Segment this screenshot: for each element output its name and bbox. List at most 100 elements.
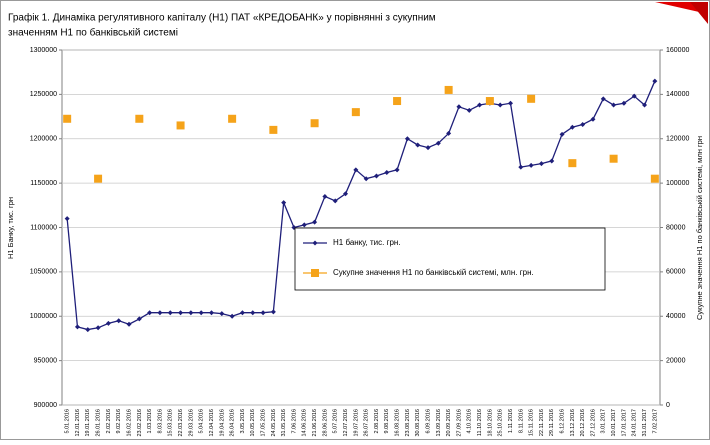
series-line (66, 80, 656, 331)
point-marker (281, 200, 287, 206)
corner-decoration (690, 2, 708, 24)
point-marker (444, 85, 453, 94)
y2-tick-label: 0 (666, 402, 670, 409)
point-marker (621, 100, 627, 106)
point-marker (198, 310, 204, 316)
x-tick-label: 29.03.2016 (188, 409, 194, 437)
y-tick-label: 1000000 (30, 313, 57, 320)
point-marker (435, 140, 441, 146)
x-tick-label: 12.01.2016 (75, 409, 81, 437)
point-marker (228, 114, 237, 123)
point-marker (609, 154, 618, 163)
point-marker (508, 100, 513, 106)
x-tick-label: 17.01.2017 (621, 409, 627, 437)
x-tick-label: 1.11.2016 (508, 409, 514, 433)
y2-tick-label: 20000 (666, 357, 686, 364)
x-tick-label: 25.10.2016 (498, 409, 504, 437)
point-marker (126, 321, 132, 327)
x-tick-label: 20.12.2016 (580, 409, 586, 437)
point-marker (600, 96, 606, 102)
x-tick-label: 20.09.2016 (446, 409, 452, 437)
y2-tick-label: 140000 (666, 91, 689, 98)
point-marker (538, 161, 544, 167)
y2-tick-label: 60000 (666, 269, 686, 276)
point-marker (269, 125, 278, 134)
x-tick-label: 8.03.2016 (157, 409, 163, 433)
point-marker (373, 173, 379, 179)
point-marker (404, 136, 410, 142)
x-tick-label: 11.10.2016 (477, 409, 483, 436)
x-tick-label: 27.09.2016 (456, 409, 462, 437)
point-marker (549, 158, 555, 164)
legend-box (294, 227, 606, 291)
x-tick-label: 7.02.2017 (652, 409, 658, 433)
y-tick-label: 950000 (34, 357, 57, 364)
x-tick-label: 15.11.2016 (529, 409, 535, 436)
x-tick-label: 27.12.2016 (590, 409, 596, 437)
x-tick-label: 14.06.2016 (302, 409, 308, 437)
x-tick-label: 6.12.2016 (560, 409, 566, 433)
y-tick-label: 1250000 (30, 91, 57, 98)
x-tick-label: 23.02.2016 (137, 409, 143, 437)
point-marker (590, 116, 596, 122)
x-tick-label: 5.04.2016 (199, 409, 205, 433)
y-tick-label: 1050000 (30, 269, 57, 276)
x-tick-label: 18.10.2016 (487, 409, 493, 437)
x-tick-label: 16.08.2016 (395, 409, 401, 437)
x-tick-label: 30.08.2016 (415, 409, 421, 437)
x-tick-label: 31.05.2016 (281, 409, 287, 437)
x-tick-label: 29.11.2016 (549, 409, 555, 436)
point-marker (631, 93, 637, 99)
y-tick-label: 1100000 (30, 224, 57, 231)
y2-tick-label: 160000 (666, 47, 689, 54)
legend-marker (311, 269, 319, 277)
point-marker (178, 310, 184, 316)
point-marker (94, 174, 103, 183)
point-marker (64, 216, 70, 222)
x-tick-label: 31.01.2017 (642, 409, 648, 437)
y2-tick-label: 40000 (666, 313, 686, 320)
x-tick-label: 15.03.2016 (168, 409, 174, 437)
point-marker (363, 176, 369, 182)
y2-axis-label: Сукупне значення Н1 по банківській систе… (695, 136, 704, 320)
point-marker (188, 310, 194, 316)
x-tick-label: 21.06.2016 (312, 409, 318, 437)
point-marker (229, 313, 235, 319)
x-tick-label: 4.10.2016 (467, 409, 473, 433)
point-marker (147, 310, 153, 316)
point-marker (466, 107, 472, 113)
x-tick-label: 6.09.2016 (425, 409, 431, 433)
x-tick-label: 13.09.2016 (436, 409, 442, 437)
x-tick-label: 17.05.2016 (261, 409, 267, 437)
point-marker (652, 78, 658, 84)
x-tick-label: 26.04.2016 (230, 409, 236, 437)
point-marker (322, 193, 328, 199)
point-marker (569, 124, 575, 130)
point-marker (446, 130, 452, 136)
x-tick-label: 7.06.2016 (291, 409, 297, 433)
point-marker (497, 102, 503, 108)
x-tick-label: 13.12.2016 (570, 409, 576, 437)
legend-label: Н1 банку, тис. грн. (333, 238, 401, 247)
x-tick-label: 19.01.2016 (85, 409, 91, 437)
point-marker (485, 97, 494, 106)
point-marker (518, 164, 524, 170)
point-marker (239, 310, 245, 316)
point-marker (650, 174, 659, 183)
point-marker (415, 142, 421, 148)
x-tick-label: 26.07.2016 (364, 409, 370, 437)
y-axis-label: Н1 Банку, тис. грн (6, 197, 15, 259)
point-marker (167, 310, 173, 316)
point-marker (580, 122, 586, 128)
x-tick-label: 24.05.2016 (271, 409, 277, 437)
point-marker (527, 94, 536, 103)
x-tick-label: 8.11.2016 (518, 409, 524, 433)
x-tick-label: 2.08.2016 (374, 409, 380, 433)
x-tick-label: 19.07.2016 (353, 409, 359, 437)
point-marker (270, 309, 276, 315)
point-marker (74, 324, 80, 330)
x-tick-label: 10.05.2016 (250, 409, 256, 437)
legend-label: Сукупне значення Н1 по банківській систе… (333, 268, 534, 277)
x-tick-label: 26.01.2016 (96, 409, 102, 437)
point-marker (312, 219, 318, 225)
